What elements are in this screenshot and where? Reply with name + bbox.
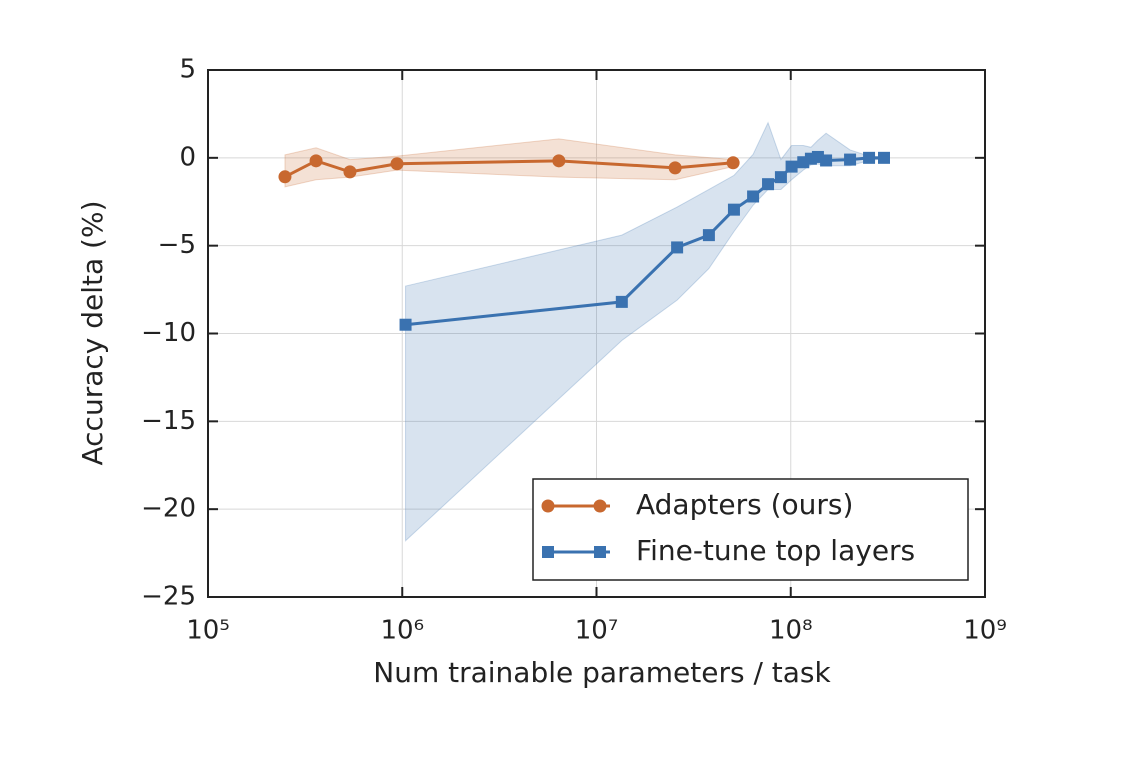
y-tick-label: −5 xyxy=(158,230,196,260)
y-tick-label: −10 xyxy=(141,318,196,348)
x-tick-label: 10⁶ xyxy=(380,616,424,646)
y-tick-label: 5 xyxy=(179,55,196,85)
legend-marker xyxy=(593,499,607,513)
data-point xyxy=(552,154,566,168)
y-tick-label: −15 xyxy=(141,406,196,436)
data-point xyxy=(702,229,715,242)
x-tick-label: 10⁸ xyxy=(769,616,813,646)
x-tick-label: 10⁷ xyxy=(575,616,619,646)
data-point xyxy=(399,318,412,331)
legend-box xyxy=(532,478,969,581)
data-point xyxy=(615,295,628,308)
x-tick-label: 10⁵ xyxy=(186,616,230,646)
legend-marker xyxy=(542,546,554,558)
data-point xyxy=(390,157,404,171)
data-point xyxy=(671,241,684,254)
data-point xyxy=(343,165,357,179)
data-point xyxy=(877,151,890,164)
legend-marker xyxy=(594,546,606,558)
data-point xyxy=(668,161,682,175)
data-point xyxy=(762,178,775,191)
legend-label: Fine-tune top layers xyxy=(636,534,915,567)
data-point xyxy=(747,190,760,203)
data-point xyxy=(785,160,798,173)
data-point xyxy=(863,151,876,164)
legend-label: Adapters (ours) xyxy=(636,488,853,521)
x-axis-label: Num trainable parameters / task xyxy=(373,656,831,689)
y-tick-label: 0 xyxy=(179,142,196,172)
x-tick-label: 10⁹ xyxy=(963,616,1007,646)
y-axis-label: Accuracy delta (%) xyxy=(76,200,109,465)
y-tick-label: −20 xyxy=(141,494,196,524)
data-point xyxy=(278,170,292,184)
data-point xyxy=(727,203,740,216)
data-point xyxy=(726,156,740,170)
legend-marker xyxy=(541,499,555,513)
y-tick-label: −25 xyxy=(141,582,196,612)
data-point xyxy=(820,154,833,167)
data-point xyxy=(774,171,787,184)
data-point xyxy=(309,154,323,168)
data-point xyxy=(844,153,857,166)
error-band xyxy=(405,121,885,542)
